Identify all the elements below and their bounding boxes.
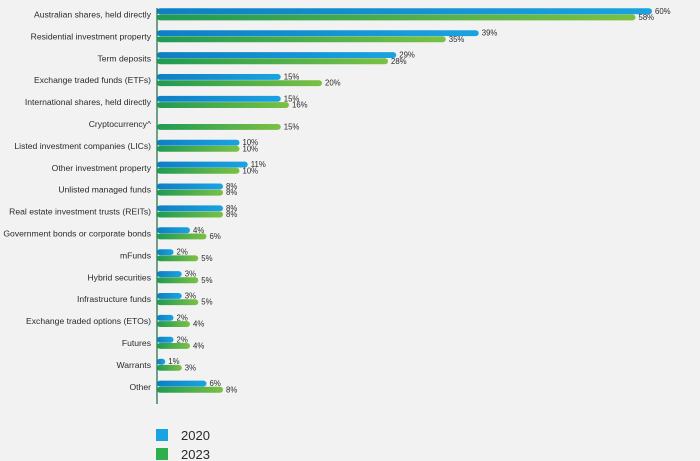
data-label-2023: 8% (226, 188, 237, 197)
bar-2023 (157, 299, 199, 306)
data-label-2020: 11% (251, 160, 266, 169)
data-label-2023: 10% (243, 166, 259, 175)
category-label: Exchange traded funds (ETFs) (34, 75, 151, 85)
bar-2023 (157, 145, 240, 152)
data-label-2020: 1% (168, 357, 179, 366)
data-label-2020: 8% (226, 182, 237, 191)
data-label-2023: 15% (284, 123, 300, 132)
bar-2023 (157, 321, 190, 327)
data-label-2023: 28% (391, 57, 407, 66)
bar-2020 (157, 227, 190, 234)
data-label-2023: 20% (325, 79, 341, 88)
data-label-2020: 15% (284, 73, 300, 82)
bar-2020 (157, 205, 223, 212)
data-label-2020: 10% (243, 138, 259, 147)
category-label: Exchange traded options (ETOs) (26, 316, 151, 326)
bar-2023 (157, 36, 446, 43)
bar-2020 (157, 161, 248, 168)
category-label: Residential investment property (31, 31, 152, 41)
category-label: Other investment property (52, 163, 152, 173)
category-label: Listed investment companies (LICs) (14, 141, 151, 151)
bar-2020 (157, 358, 166, 365)
data-label-2020: 29% (399, 51, 415, 60)
data-label-2020: 6% (210, 379, 221, 388)
bar-2020 (157, 249, 174, 256)
category-label: Hybrid securities (87, 272, 151, 282)
category-label: Term deposits (98, 53, 152, 63)
bar-2020 (157, 336, 174, 343)
bar-2020 (157, 139, 240, 146)
data-label-2023: 5% (201, 254, 212, 263)
bar-2020 (157, 52, 397, 58)
bar-2023 (157, 189, 223, 196)
data-label-2023: 10% (243, 144, 259, 153)
data-label-2023: 35% (449, 35, 465, 44)
category-label: mFunds (120, 250, 151, 260)
category-label: Australian shares, held directly (34, 10, 152, 20)
bars-group: Australian shares, held directly 60%58% Re… (3, 7, 671, 394)
category-label: Government bonds or corporate bonds (3, 229, 151, 239)
legend-label-2020: 2020 (181, 428, 210, 443)
data-label-2023: 4% (193, 320, 204, 329)
bar-2020 (157, 293, 182, 299)
data-label-2023: 8% (226, 385, 237, 394)
data-label-2023: 4% (193, 342, 204, 351)
bar-2023 (157, 167, 240, 174)
bar-2020 (157, 8, 652, 15)
data-label-2020: 2% (177, 313, 188, 322)
data-label-2023: 16% (292, 101, 308, 110)
legend-swatch-2020 (156, 429, 168, 441)
data-label-2020: 3% (185, 292, 196, 301)
data-label-2023: 6% (210, 232, 221, 241)
category-label: International shares, held directly (25, 97, 152, 107)
data-label-2020: 39% (482, 29, 498, 38)
bar-2020 (157, 314, 174, 321)
bar-2023 (157, 14, 636, 21)
data-label-2020: 15% (284, 94, 300, 103)
bar-2023 (157, 102, 289, 108)
bar-2020 (157, 95, 281, 102)
data-label-2020: 4% (193, 226, 204, 235)
legend-swatch-2023 (156, 448, 168, 460)
bar-2020 (157, 74, 281, 80)
bar-2023 (157, 364, 182, 371)
data-label-2020: 2% (177, 248, 188, 257)
bar-2023 (157, 277, 199, 284)
category-label: Real estate investment trusts (REITs) (9, 207, 151, 217)
category-label: Unlisted managed funds (58, 185, 151, 195)
bar-2020 (157, 380, 207, 387)
data-label-2023: 3% (185, 363, 196, 372)
category-label: Futures (122, 338, 151, 348)
bar-2023 (157, 124, 281, 130)
bar-2023 (157, 255, 199, 262)
legend: 2020 2023 (156, 428, 210, 461)
bar-2023 (157, 80, 322, 87)
data-label-2020: 2% (177, 335, 188, 344)
bar-2023 (157, 343, 190, 349)
data-label-2023: 5% (201, 298, 212, 307)
bar-2020 (157, 271, 182, 277)
bar-2023 (157, 386, 223, 393)
data-label-2020: 8% (226, 204, 237, 213)
data-label-2020: 3% (185, 270, 196, 279)
category-label: Other (130, 382, 152, 392)
data-label-2023: 5% (201, 276, 212, 285)
category-label: Infrastructure funds (77, 294, 151, 304)
bar-2023 (157, 233, 207, 240)
category-label: Cryptocurrency^ (89, 119, 151, 129)
data-label-2023: 58% (639, 13, 655, 22)
category-label: Warrants (116, 360, 151, 370)
data-label-2023: 8% (226, 210, 237, 219)
bar-2020 (157, 183, 223, 190)
bar-2020 (157, 30, 479, 37)
data-label-2020: 60% (655, 7, 671, 16)
bar-2023 (157, 211, 223, 218)
legend-label-2023: 2023 (181, 447, 210, 461)
bar-2023 (157, 58, 388, 65)
